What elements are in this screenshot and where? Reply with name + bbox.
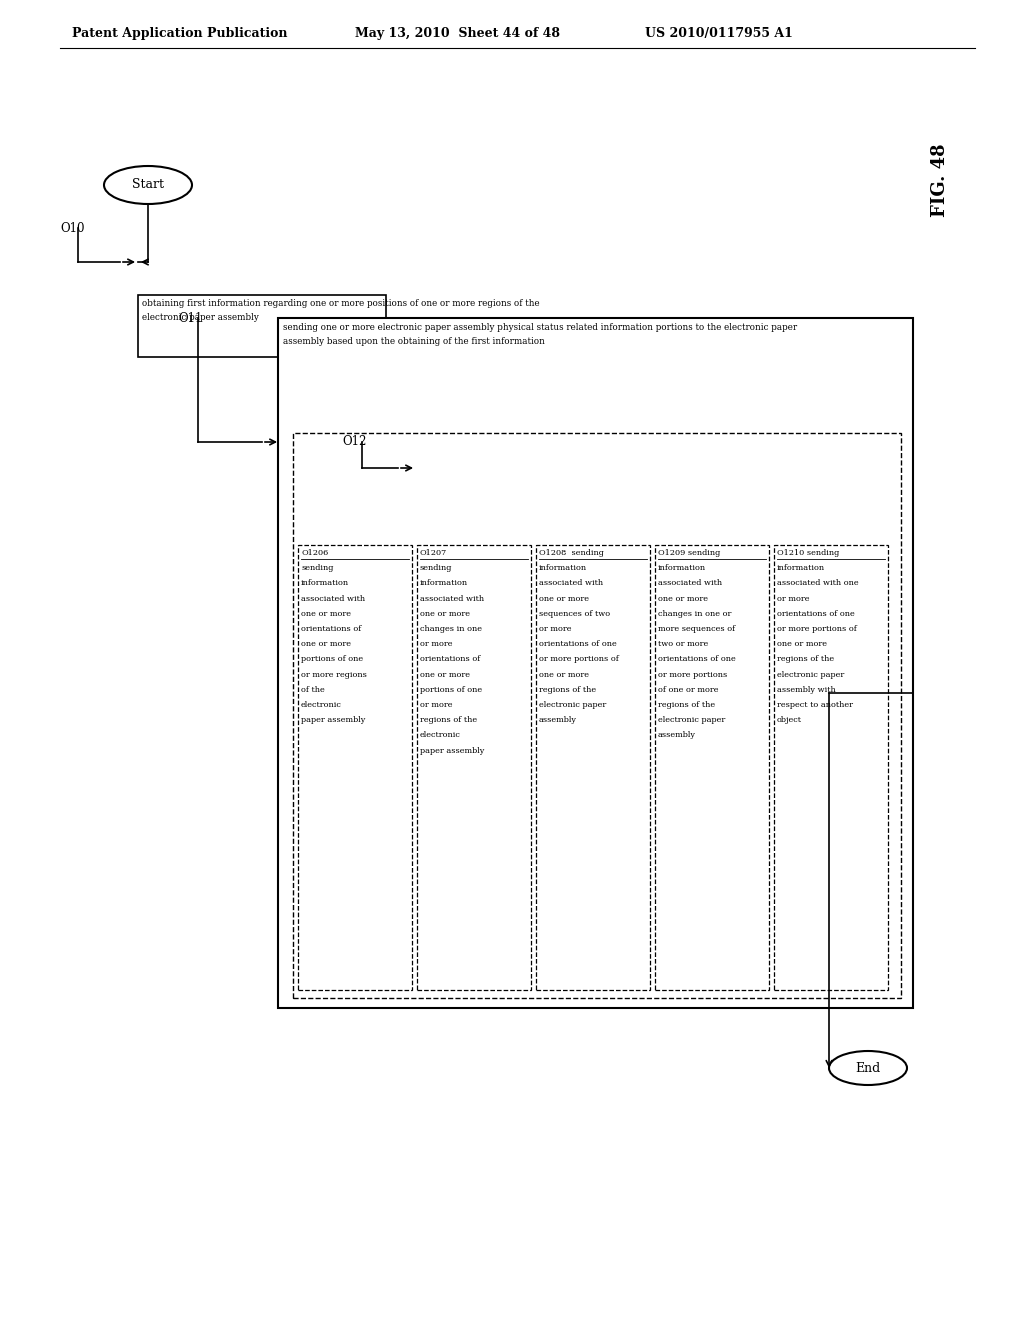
Bar — [536, 545, 650, 990]
Bar — [293, 433, 901, 998]
Text: FIG. 48: FIG. 48 — [931, 143, 949, 216]
Text: or more: or more — [420, 701, 453, 709]
Text: orientations of one: orientations of one — [658, 656, 736, 664]
Text: orientations of: orientations of — [301, 624, 361, 634]
Text: or more portions of: or more portions of — [777, 624, 857, 634]
Text: regions of the: regions of the — [420, 717, 477, 725]
Text: assembly based upon the obtaining of the first information: assembly based upon the obtaining of the… — [283, 337, 545, 346]
Ellipse shape — [104, 166, 193, 205]
Text: portions of one: portions of one — [420, 686, 482, 694]
Bar — [774, 545, 888, 990]
Text: electronic paper assembly: electronic paper assembly — [142, 313, 259, 322]
Text: sending: sending — [301, 564, 334, 572]
Text: O11: O11 — [178, 312, 203, 325]
Text: orientations of: orientations of — [420, 656, 480, 664]
Text: portions of one: portions of one — [301, 656, 364, 664]
Text: one or more: one or more — [420, 610, 470, 618]
Text: O12: O12 — [342, 436, 367, 447]
Text: or more: or more — [420, 640, 453, 648]
Text: US 2010/0117955 A1: US 2010/0117955 A1 — [645, 26, 793, 40]
Text: one or more: one or more — [539, 594, 589, 603]
Bar — [298, 545, 412, 990]
Text: sequences of two: sequences of two — [539, 610, 610, 618]
Text: information: information — [658, 564, 707, 572]
Text: of one or more: of one or more — [658, 686, 719, 694]
Text: associated with: associated with — [420, 594, 484, 603]
Text: sending one or more electronic paper assembly physical status related informatio: sending one or more electronic paper ass… — [283, 323, 797, 333]
Text: two or more: two or more — [658, 640, 709, 648]
Text: or more regions: or more regions — [301, 671, 367, 678]
Text: one or more: one or more — [539, 671, 589, 678]
Text: or more: or more — [777, 594, 810, 603]
Text: more sequences of: more sequences of — [658, 624, 735, 634]
Text: one or more: one or more — [777, 640, 827, 648]
Text: information: information — [777, 564, 825, 572]
Text: or more: or more — [539, 624, 571, 634]
Ellipse shape — [829, 1051, 907, 1085]
Text: associated with one: associated with one — [777, 579, 859, 587]
Text: O1209 sending: O1209 sending — [658, 549, 720, 557]
Text: sending: sending — [420, 564, 453, 572]
Bar — [138, 294, 386, 356]
Text: orientations of one: orientations of one — [777, 610, 855, 618]
Text: one or more: one or more — [301, 610, 351, 618]
Text: O1208  sending: O1208 sending — [539, 549, 604, 557]
Text: assembly: assembly — [658, 731, 696, 739]
Bar — [417, 545, 531, 990]
Text: associated with: associated with — [658, 579, 722, 587]
Text: associated with: associated with — [301, 594, 366, 603]
Text: Patent Application Publication: Patent Application Publication — [72, 26, 288, 40]
Text: respect to another: respect to another — [777, 701, 853, 709]
Text: O1207: O1207 — [420, 549, 447, 557]
Text: object: object — [777, 717, 802, 725]
Text: one or more: one or more — [658, 594, 708, 603]
Text: or more portions: or more portions — [658, 671, 727, 678]
Text: information: information — [301, 579, 349, 587]
Text: associated with: associated with — [539, 579, 603, 587]
Text: assembly with: assembly with — [777, 686, 836, 694]
Text: regions of the: regions of the — [777, 656, 835, 664]
Text: orientations of one: orientations of one — [539, 640, 616, 648]
Text: one or more: one or more — [420, 671, 470, 678]
Bar — [278, 318, 913, 1008]
Text: information: information — [420, 579, 468, 587]
Text: or more portions of: or more portions of — [539, 656, 618, 664]
Text: regions of the: regions of the — [658, 701, 715, 709]
Text: O10: O10 — [60, 222, 85, 235]
Text: electronic: electronic — [301, 701, 342, 709]
Text: assembly: assembly — [539, 717, 577, 725]
Text: paper assembly: paper assembly — [301, 717, 366, 725]
Text: electronic paper: electronic paper — [777, 671, 844, 678]
Text: paper assembly: paper assembly — [420, 747, 484, 755]
Bar — [655, 545, 769, 990]
Text: changes in one: changes in one — [420, 624, 482, 634]
Text: electronic paper: electronic paper — [658, 717, 725, 725]
Text: electronic: electronic — [420, 731, 461, 739]
Text: obtaining first information regarding one or more positions of one or more regio: obtaining first information regarding on… — [142, 300, 540, 308]
Text: one or more: one or more — [301, 640, 351, 648]
Text: information: information — [539, 564, 587, 572]
Text: May 13, 2010  Sheet 44 of 48: May 13, 2010 Sheet 44 of 48 — [355, 26, 560, 40]
Text: electronic paper: electronic paper — [539, 701, 606, 709]
Text: End: End — [855, 1061, 881, 1074]
Text: of the: of the — [301, 686, 325, 694]
Text: regions of the: regions of the — [539, 686, 596, 694]
Text: O1206: O1206 — [301, 549, 329, 557]
Text: changes in one or: changes in one or — [658, 610, 731, 618]
Text: Start: Start — [132, 178, 164, 191]
Text: O1210 sending: O1210 sending — [777, 549, 840, 557]
